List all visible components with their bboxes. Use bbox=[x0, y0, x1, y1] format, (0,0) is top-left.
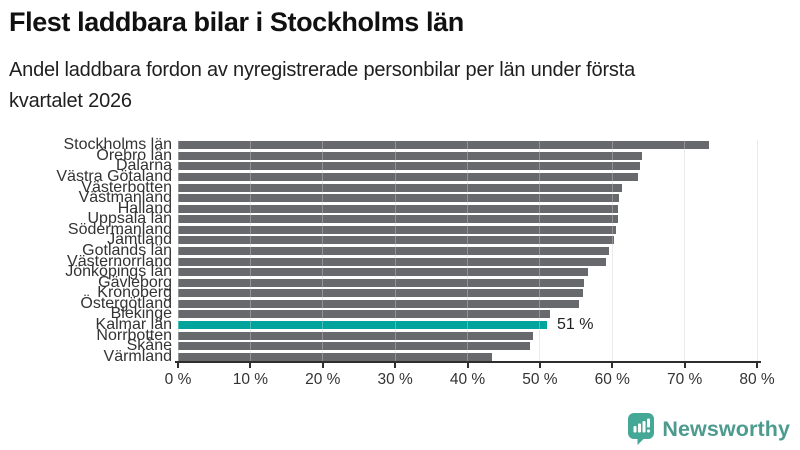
y-axis-label: Dalarna bbox=[115, 157, 172, 175]
bar bbox=[178, 162, 641, 171]
bar-highlight bbox=[178, 321, 548, 329]
bar bbox=[178, 151, 642, 160]
y-axis-label: Blekinge bbox=[110, 305, 172, 323]
y-axis-label: Östergötland bbox=[80, 294, 172, 312]
gridline-overlay bbox=[322, 140, 324, 362]
x-tick-label: 70 % bbox=[666, 371, 703, 388]
bar bbox=[178, 204, 619, 213]
axis-tick bbox=[249, 362, 252, 368]
axis-tick bbox=[394, 362, 397, 368]
y-axis-label: Jämtland bbox=[107, 231, 172, 249]
x-tick-label: 0 % bbox=[164, 371, 192, 388]
y-axis-label: Örebro län bbox=[96, 146, 172, 164]
value-annotation: 51 % bbox=[557, 316, 594, 333]
y-axis-label: Norrbotten bbox=[96, 326, 172, 344]
bar bbox=[178, 257, 606, 266]
y-axis-label: Kronoberg bbox=[97, 284, 172, 302]
gridline bbox=[756, 140, 758, 362]
bar bbox=[178, 141, 709, 150]
bar bbox=[178, 225, 616, 234]
y-axis-label: Västernorrland bbox=[67, 252, 172, 270]
axis-tick bbox=[538, 362, 541, 368]
gridline-overlay bbox=[177, 140, 179, 362]
gridline-overlay bbox=[394, 140, 396, 362]
gridline-overlay bbox=[756, 140, 758, 362]
gridline-overlay bbox=[684, 140, 686, 362]
y-axis-label: Halland bbox=[117, 199, 172, 217]
bar bbox=[178, 331, 534, 340]
bar bbox=[178, 278, 585, 287]
y-axis-label: Gotlands län bbox=[82, 242, 172, 259]
axis-tick bbox=[683, 362, 686, 368]
y-axis-label: Skåne bbox=[126, 337, 172, 355]
y-axis-label: Västmanland bbox=[78, 189, 172, 207]
axis-tick bbox=[756, 362, 758, 368]
x-tick-label: 10 % bbox=[232, 371, 269, 388]
bar bbox=[178, 173, 639, 181]
axis-tick bbox=[177, 362, 179, 368]
y-axis-label: Stockholms län bbox=[63, 136, 173, 154]
bar bbox=[178, 342, 530, 351]
bar bbox=[178, 299, 579, 308]
gridline-overlay bbox=[467, 140, 468, 362]
bar bbox=[178, 215, 619, 224]
y-axis-label: Värmland bbox=[103, 347, 172, 365]
bar bbox=[178, 236, 614, 245]
gridline-overlay bbox=[249, 140, 251, 362]
x-tick-label: 50 % bbox=[522, 371, 558, 388]
x-tick-label: 40 % bbox=[449, 371, 486, 388]
y-axis-label: Gävleborg bbox=[98, 273, 172, 291]
axis-tick bbox=[466, 362, 469, 368]
x-tick-label: 80 % bbox=[739, 371, 775, 388]
axis-tick bbox=[611, 362, 614, 368]
y-axis-label: Kalmar län bbox=[95, 316, 172, 333]
bar bbox=[178, 183, 622, 192]
chart-title: Flest laddbara bilar i Stockholms län bbox=[9, 7, 464, 37]
subtitle-line-1: Andel laddbara fordon av nyregistrerade … bbox=[9, 59, 635, 81]
gridline bbox=[611, 140, 613, 362]
y-axis-label: Västra Götaland bbox=[56, 168, 172, 185]
chart-subtitle: Andel laddbara fordon av nyregistrerade … bbox=[9, 55, 797, 117]
gridline bbox=[684, 140, 686, 362]
y-axis-label: Södermanland bbox=[67, 220, 172, 238]
y-axis-label: Jönköpings län bbox=[65, 263, 172, 281]
y-axis-label: Uppsala län bbox=[87, 210, 173, 228]
newsworthy-logo-icon bbox=[628, 413, 655, 445]
axis-tick bbox=[321, 362, 324, 368]
gridline-overlay bbox=[611, 140, 613, 362]
x-tick-label: 60 % bbox=[594, 371, 630, 388]
bar bbox=[178, 268, 589, 277]
brand-footer: Newsworthy bbox=[628, 413, 790, 445]
bar bbox=[178, 289, 584, 298]
x-tick-label: 30 % bbox=[377, 371, 413, 388]
subtitle-line-2: kvartalet 2026 bbox=[9, 90, 132, 112]
brand-wordmark: Newsworthy bbox=[662, 416, 790, 441]
gridline-overlay bbox=[539, 140, 541, 362]
bar bbox=[178, 310, 550, 319]
bar bbox=[178, 194, 620, 203]
bar bbox=[178, 247, 609, 255]
x-tick-label: 20 % bbox=[305, 371, 341, 388]
bar bbox=[178, 352, 493, 361]
y-axis-label: Västerbotten bbox=[81, 178, 172, 196]
